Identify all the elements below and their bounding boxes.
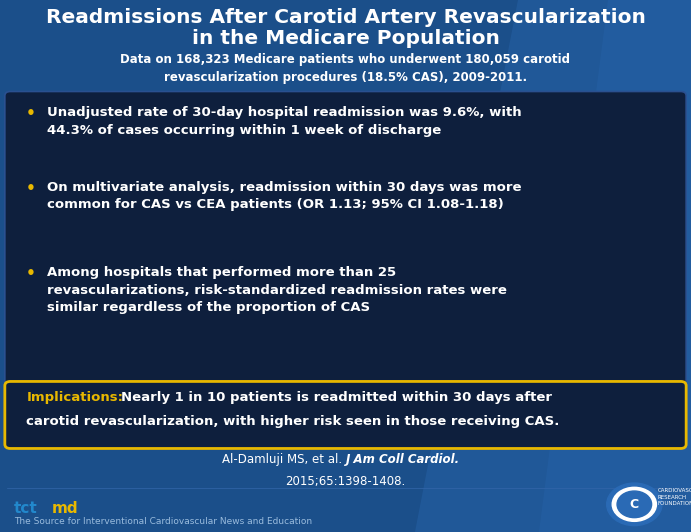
Polygon shape bbox=[539, 0, 691, 532]
Polygon shape bbox=[415, 0, 691, 532]
Text: Al-Damluji MS, et al.: Al-Damluji MS, et al. bbox=[222, 453, 346, 466]
Text: carotid revascularization, with higher risk seen in those receiving CAS.: carotid revascularization, with higher r… bbox=[26, 415, 560, 428]
Text: Data on 168,323 Medicare patients who underwent 180,059 carotid
revascularizatio: Data on 168,323 Medicare patients who un… bbox=[120, 53, 571, 84]
Text: •: • bbox=[26, 106, 36, 121]
FancyBboxPatch shape bbox=[5, 92, 686, 385]
Text: Unadjusted rate of 30-day hospital readmission was 9.6%, with
44.3% of cases occ: Unadjusted rate of 30-day hospital readm… bbox=[47, 106, 522, 137]
Text: J Am Coll Cardiol.: J Am Coll Cardiol. bbox=[346, 453, 460, 466]
Text: The Source for Interventional Cardiovascular News and Education: The Source for Interventional Cardiovasc… bbox=[14, 517, 312, 526]
Text: 2015;65:1398-1408.: 2015;65:1398-1408. bbox=[285, 475, 406, 487]
Circle shape bbox=[612, 487, 656, 521]
Circle shape bbox=[607, 483, 662, 526]
Text: Nearly 1 in 10 patients is readmitted within 30 days after: Nearly 1 in 10 patients is readmitted wi… bbox=[121, 391, 552, 404]
Text: tct: tct bbox=[14, 501, 37, 516]
Text: Implications:: Implications: bbox=[26, 391, 123, 404]
Circle shape bbox=[617, 491, 652, 518]
Text: •: • bbox=[26, 266, 36, 281]
Text: Readmissions After Carotid Artery Revascularization: Readmissions After Carotid Artery Revasc… bbox=[46, 8, 645, 27]
Text: in the Medicare Population: in the Medicare Population bbox=[191, 29, 500, 48]
Text: Among hospitals that performed more than 25
revascularizations, risk-standardize: Among hospitals that performed more than… bbox=[47, 266, 507, 314]
Text: C: C bbox=[630, 498, 639, 511]
Text: •: • bbox=[26, 181, 36, 196]
FancyBboxPatch shape bbox=[5, 381, 686, 448]
Text: md: md bbox=[52, 501, 79, 516]
Text: CARDIOVASCULAR
RESEARCH
FOUNDATION: CARDIOVASCULAR RESEARCH FOUNDATION bbox=[658, 488, 691, 506]
Text: On multivariate analysis, readmission within 30 days was more
common for CAS vs : On multivariate analysis, readmission wi… bbox=[47, 181, 522, 211]
